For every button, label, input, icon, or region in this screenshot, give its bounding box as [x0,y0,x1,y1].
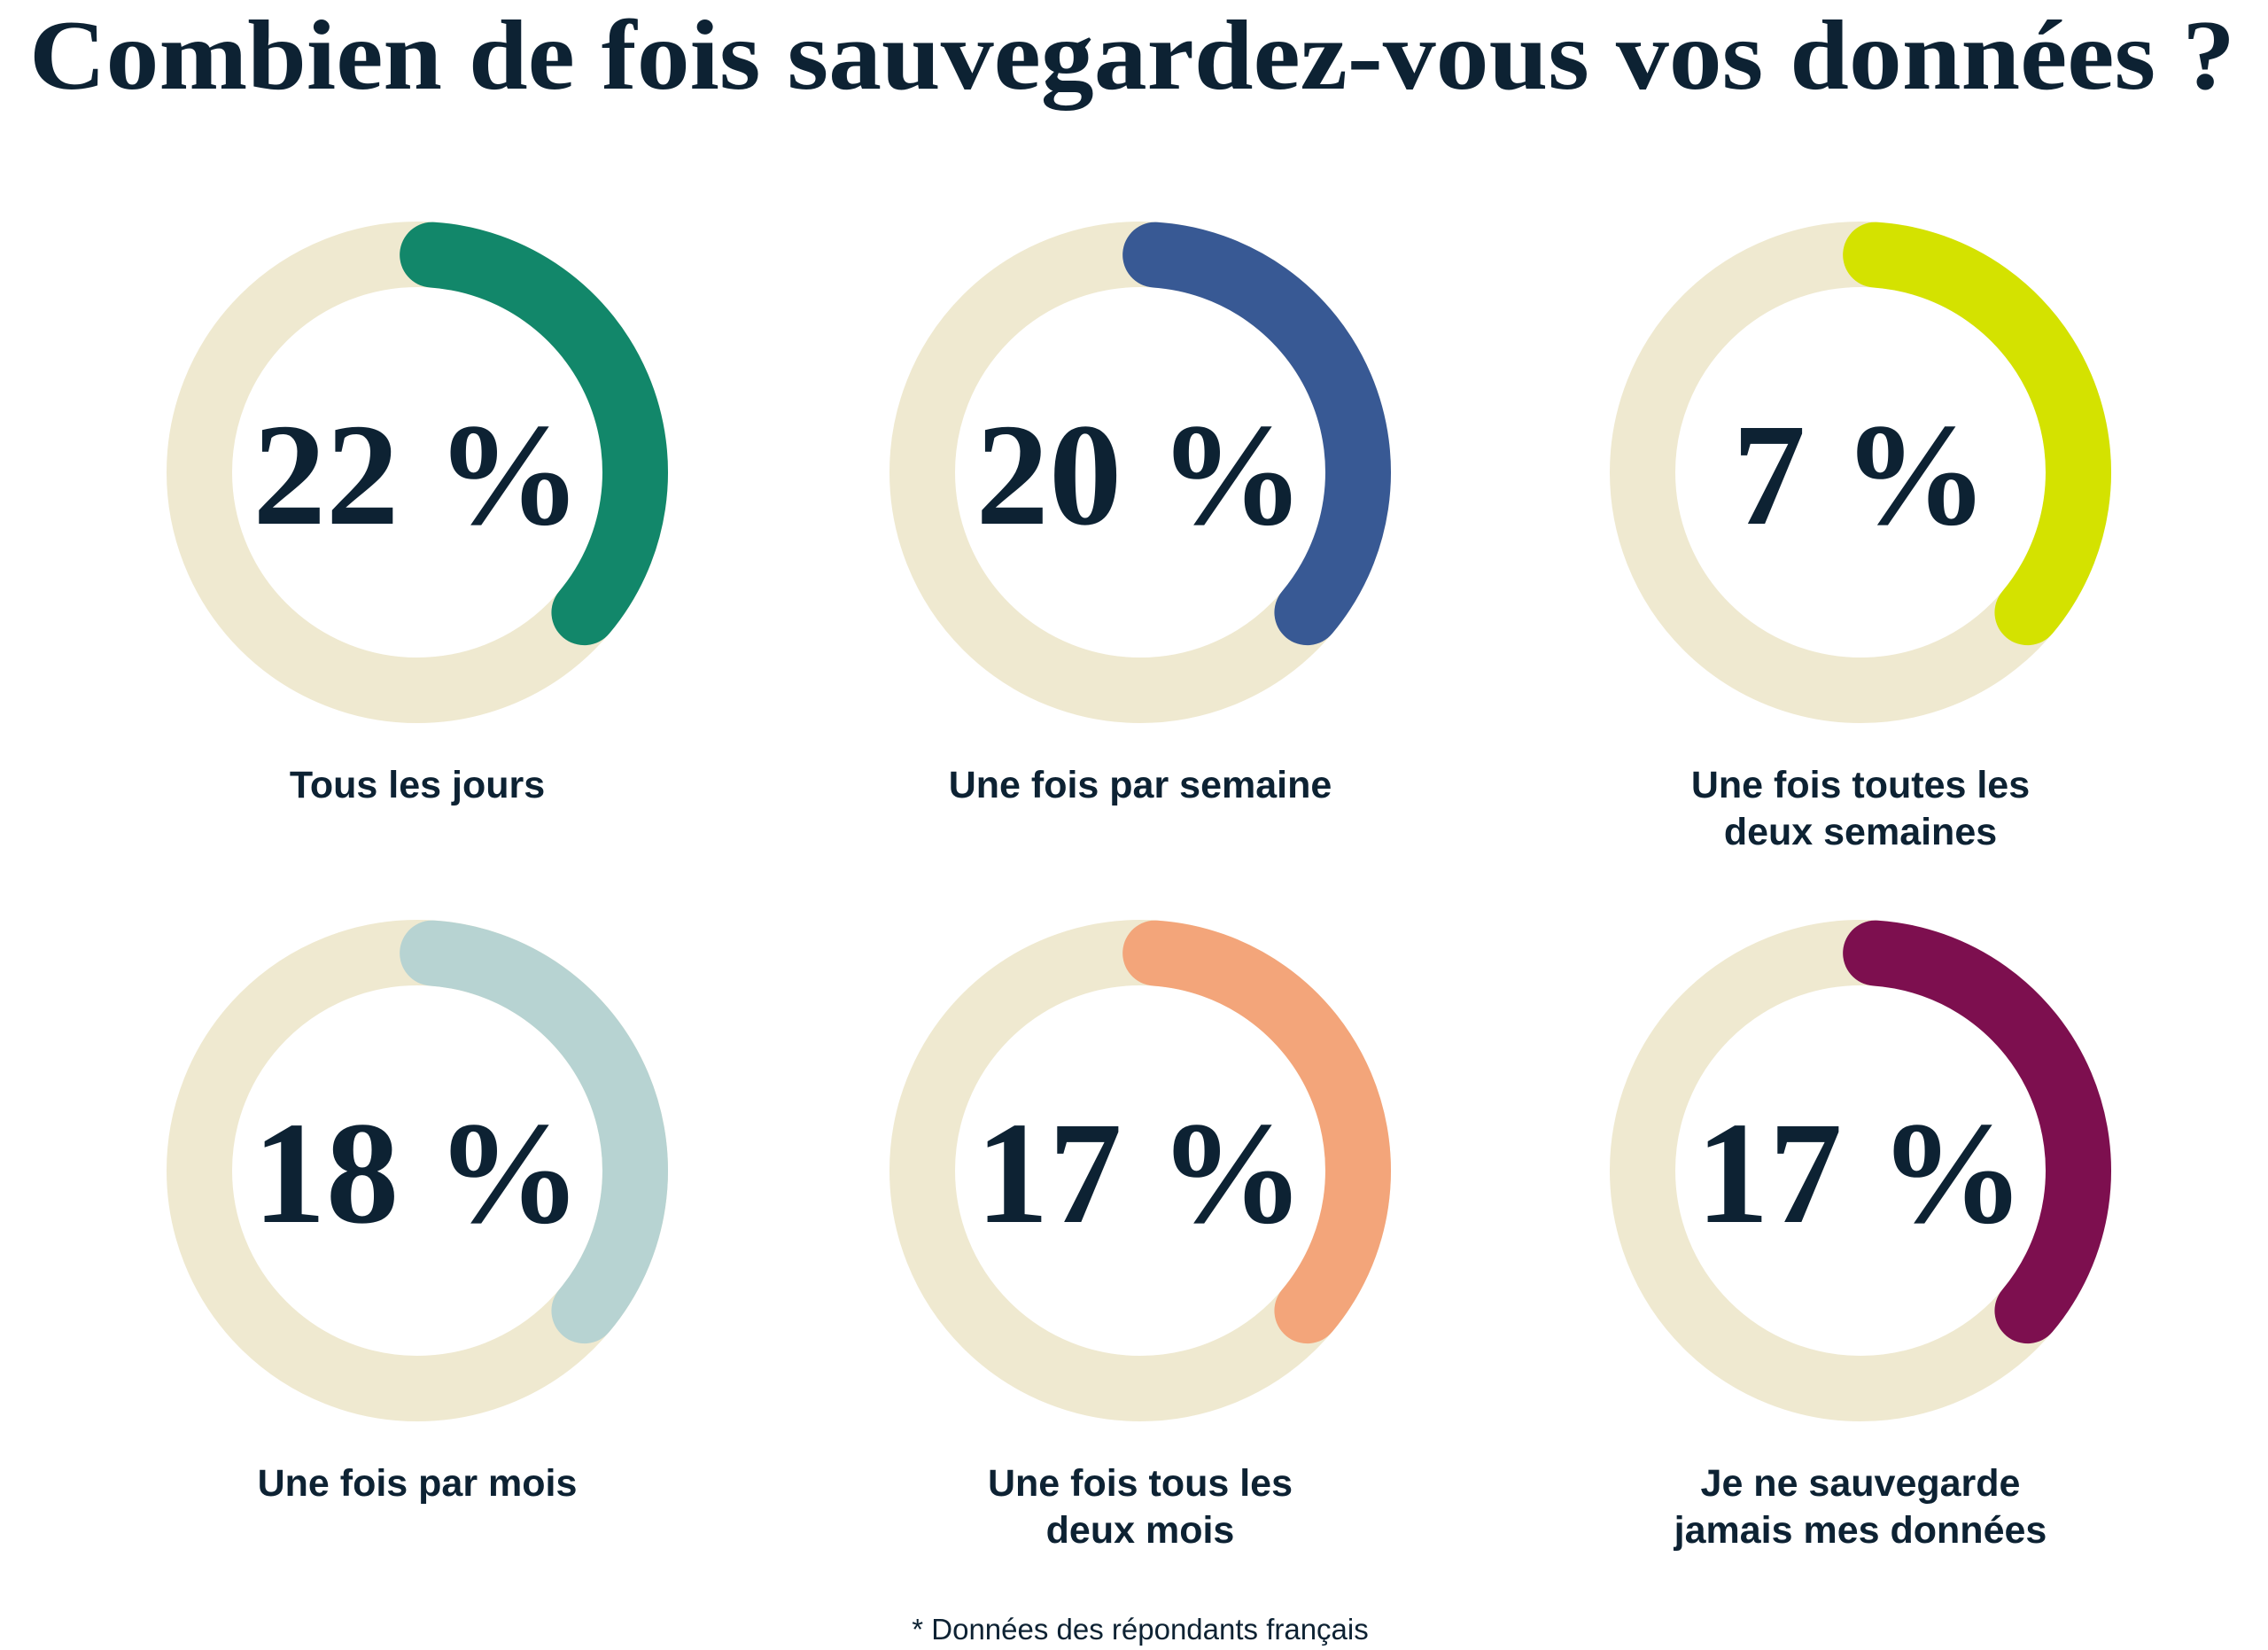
donut-accent [1843,920,2111,1344]
category-line: deux mois [1046,1509,1235,1552]
value-label: 17 % [975,1092,1304,1254]
donut-accent [400,222,668,646]
category-line: deux semaines [1724,811,1997,853]
category-label: Une fois toutes les deux semaines [1691,764,2030,853]
footnote: * Données des répondants français [912,1613,1369,1646]
value-label: 18 % [252,1092,581,1254]
category-label: Une fois par semaine [949,764,1332,806]
value-label: 22 % [252,393,581,556]
category-line: Une fois toutes les [1691,764,2030,806]
donut-accent [1122,222,1391,646]
chart-title: Combien de fois sauvegardez-vous vos don… [29,1,2235,111]
category-line: Tous les jours [290,764,545,806]
category-label: Tous les jours [290,764,545,806]
category-label: Je ne sauvegarde jamais mes données [1674,1462,2047,1552]
value-label: 20 % [975,393,1304,556]
value-label: 7 % [1733,393,1989,556]
category-line: Une fois tous les [988,1462,1293,1505]
value-label: 17 % [1696,1092,2024,1254]
category-line: jamais mes données [1674,1509,2047,1552]
category-line: Une fois par semaine [949,764,1332,806]
donut-accent [1843,222,2111,646]
category-label: Une fois par mois [258,1462,578,1505]
category-line: Une fois par mois [258,1462,578,1505]
donut-accent [1122,920,1391,1344]
category-label: Une fois tous les deux mois [988,1462,1293,1552]
donut-accent [400,920,668,1344]
category-line: Je ne sauvegarde [1701,1462,2021,1505]
